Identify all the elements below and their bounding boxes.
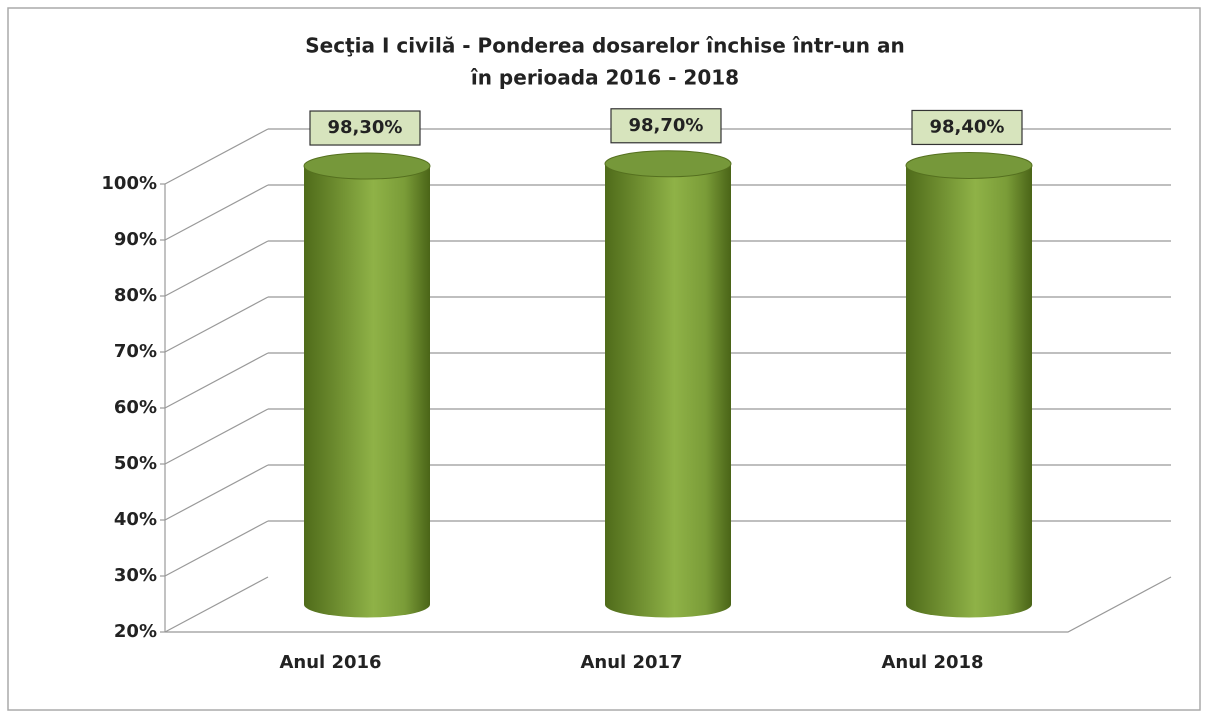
y-tick-label: 80% bbox=[114, 285, 157, 306]
bar bbox=[303, 152, 431, 618]
grid-line bbox=[164, 240, 269, 297]
floor bbox=[165, 576, 1172, 633]
x-tick-label: Anul 2017 bbox=[580, 652, 682, 673]
bar-body bbox=[906, 165, 1032, 618]
chart-title: în perioada 2016 - 2018 bbox=[470, 66, 739, 90]
value-label: 98,40% bbox=[930, 116, 1005, 137]
y-tick-label: 100% bbox=[101, 173, 157, 194]
value-label: 98,70% bbox=[629, 115, 704, 136]
bar bbox=[604, 150, 732, 618]
bar-top bbox=[303, 152, 431, 180]
grid-line bbox=[164, 184, 269, 241]
grid-line bbox=[164, 576, 269, 633]
y-tick-label: 20% bbox=[114, 621, 157, 642]
chart-title: Secţia I civilă - Ponderea dosarelor înc… bbox=[305, 34, 904, 58]
bar-top bbox=[905, 151, 1033, 179]
bar-body bbox=[304, 166, 430, 618]
grid-line bbox=[164, 352, 269, 409]
y-tick-label: 90% bbox=[114, 229, 157, 250]
y-tick-label: 40% bbox=[114, 509, 157, 530]
y-tick-label: 60% bbox=[114, 397, 157, 418]
y-tick-label: 30% bbox=[114, 565, 157, 586]
y-tick-label: 50% bbox=[114, 453, 157, 474]
value-label: 98,30% bbox=[328, 117, 403, 138]
value-label-box bbox=[610, 108, 722, 144]
x-tick-label: Anul 2016 bbox=[279, 652, 381, 673]
grid-line bbox=[164, 128, 269, 185]
bar-top bbox=[604, 150, 732, 178]
grid-line bbox=[164, 520, 269, 577]
grid-line bbox=[164, 296, 269, 353]
bar bbox=[905, 151, 1033, 618]
y-tick-label: 70% bbox=[114, 341, 157, 362]
bar-body bbox=[605, 163, 731, 618]
grid-line bbox=[164, 464, 269, 521]
value-label-box bbox=[309, 110, 421, 146]
x-tick-label: Anul 2018 bbox=[881, 652, 983, 673]
grid-line bbox=[164, 408, 269, 465]
value-label-box bbox=[911, 109, 1023, 146]
